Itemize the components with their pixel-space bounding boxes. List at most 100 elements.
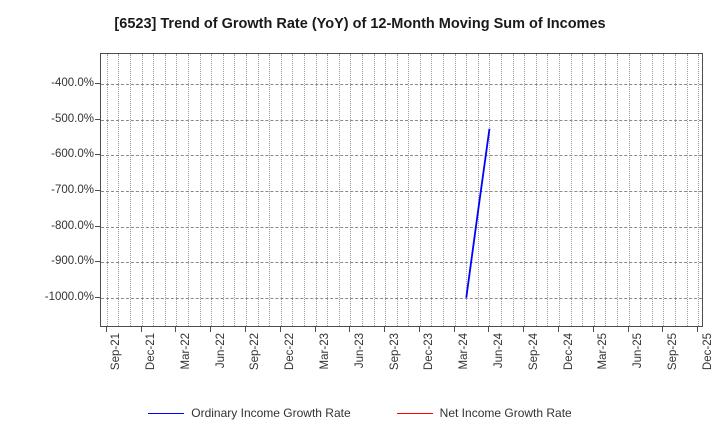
horizontal-gridline [101,262,702,264]
vertical-gridline [466,54,468,326]
y-axis-tick-mark [95,225,100,227]
horizontal-gridline [101,119,702,121]
horizontal-gridline [101,191,702,192]
y-axis-tick-label: -800.0% [51,219,94,232]
y-axis-tick-label: -700.0% [51,184,94,196]
vertical-gridline [593,54,595,326]
y-axis-tick-label: -900.0% [51,255,94,268]
horizontal-gridline [101,297,702,299]
vertical-gridline [582,54,584,326]
vertical-gridline [141,54,143,326]
x-axis-tick-label: Sep-24 [527,333,540,371]
x-axis-tick-mark [558,327,560,332]
y-axis-tick-mark [95,261,100,263]
vertical-gridline [408,54,410,326]
legend-label: Net Income Growth Rate [439,406,572,420]
vertical-gridline [535,54,537,326]
x-axis-tick-mark [592,327,594,332]
vertical-gridline [396,54,398,326]
x-axis-tick-mark [314,327,316,332]
vertical-gridline [547,54,549,326]
vertical-gridline [419,54,421,326]
x-axis-tick-mark [627,327,629,332]
x-axis-tick-mark [210,327,212,332]
vertical-gridline [234,54,236,326]
x-axis-tick-label: Jun-22 [214,333,227,369]
vertical-gridline [373,54,375,326]
legend-item[interactable]: Net Income Growth Rate [396,406,572,420]
chart-legend: Ordinary Income Growth Rate Net Income Gr… [0,406,720,420]
y-axis-tick-label: -400.0% [51,77,94,90]
x-axis-tick-mark [349,327,351,332]
vertical-gridline [663,54,665,326]
vertical-gridline [524,54,526,326]
vertical-gridline [164,54,166,326]
horizontal-gridline [101,84,702,86]
vertical-gridline [269,54,271,326]
x-axis-tick-label: Mar-25 [597,333,610,370]
x-axis-tick-mark [384,327,386,332]
vertical-gridline [512,54,514,326]
y-axis-tick-mark [95,118,100,120]
legend-label: Ordinary Income Growth Rate [191,406,351,420]
vertical-gridline [651,54,653,326]
vertical-gridline [257,54,259,326]
x-axis-tick-mark [244,327,246,332]
x-axis-tick-mark [105,327,107,332]
vertical-gridline [106,54,108,326]
x-axis-tick-label: Dec-24 [562,333,575,371]
vertical-gridline [280,54,282,326]
x-axis-tick-mark [140,327,142,332]
vertical-gridline [698,54,700,326]
vertical-gridline [559,54,561,326]
x-axis-tick-label: Jun-25 [632,333,645,369]
vertical-gridline [153,54,155,326]
x-axis-tick-label: Dec-25 [701,333,714,371]
vertical-gridline [222,54,224,326]
y-axis-tick-label: -500.0% [51,112,94,125]
legend-line-icon [148,412,185,414]
horizontal-gridline [101,155,702,157]
series-line [465,128,491,298]
vertical-gridline [350,54,352,326]
vertical-gridline [628,54,630,326]
x-axis-tick-label: Sep-21 [110,333,123,371]
x-axis-tick-label: Dec-22 [284,333,297,371]
x-axis-tick-mark [175,327,177,332]
x-axis-tick-label: Jun-23 [353,333,366,369]
y-axis-tick-mark [95,296,100,298]
x-axis-tick-mark [523,327,525,332]
vertical-gridline [570,54,572,326]
vertical-gridline [361,54,363,326]
vertical-gridline [454,54,456,326]
vertical-gridline [477,54,479,326]
plot-area [100,53,703,327]
vertical-gridline [501,54,503,326]
x-axis-tick-label: Sep-22 [249,333,262,371]
vertical-gridline [338,54,340,326]
legend-line-icon [396,412,433,414]
vertical-gridline [303,54,305,326]
vertical-gridline [617,54,619,326]
y-axis-tick-mark [95,83,100,85]
x-axis-tick-mark [662,327,664,332]
x-axis-tick-label: Dec-23 [423,333,436,371]
x-axis-tick-mark [697,327,699,332]
x-axis-tick-mark [453,327,455,332]
vertical-gridline [199,54,201,326]
x-axis-tick-label: Jun-24 [492,333,505,369]
vertical-gridline [176,54,178,326]
vertical-gridline [686,54,688,326]
vertical-gridline [187,54,189,326]
legend-item[interactable]: Ordinary Income Growth Rate [148,406,351,420]
x-axis-tick-label: Sep-25 [666,333,679,371]
vertical-gridline [385,54,387,326]
y-axis-tick-mark [95,154,100,156]
vertical-gridline [315,54,317,326]
series-layer [465,128,491,298]
x-axis-tick-label: Sep-23 [388,333,401,371]
vertical-gridline [431,54,433,326]
chart-title: [6523] Trend of Growth Rate (YoY) of 12-… [114,16,606,32]
y-axis-tick-label: -1000.0% [44,290,94,303]
